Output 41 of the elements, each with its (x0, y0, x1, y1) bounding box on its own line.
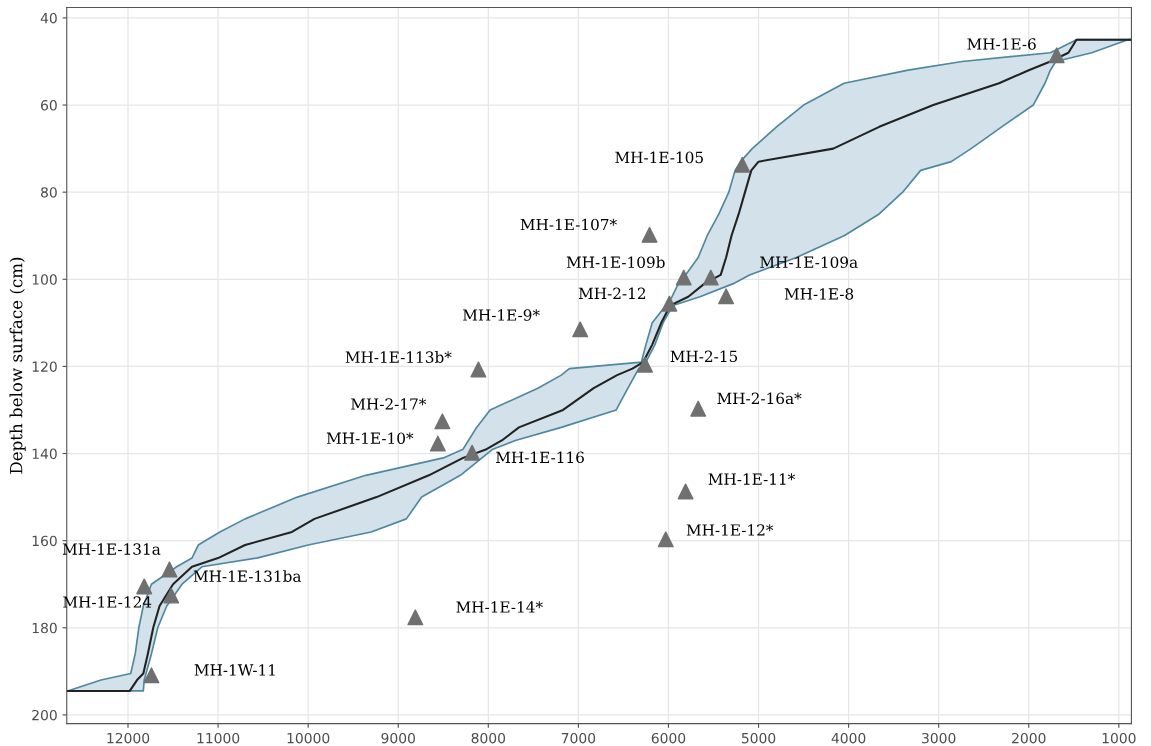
x-tick-label: 1000 (1102, 732, 1136, 744)
y-tick-label: 40 (40, 12, 57, 24)
annotation: MH-2-15 (670, 350, 738, 363)
annotation: MH-1E-131ba (193, 570, 302, 582)
y-tick-label: 180 (32, 622, 57, 634)
x-tick-label: 8000 (471, 732, 506, 744)
annotation: MH-1E-12* (686, 524, 774, 536)
x-tick-label: 5000 (741, 732, 776, 744)
annotation: MH-1E-113b* (345, 351, 452, 363)
x-tick-label: 3000 (922, 732, 956, 744)
annotation: MH-1E-116 (496, 451, 584, 464)
y-tick-label: 60 (41, 100, 57, 111)
x-tick-label: 4000 (831, 732, 866, 744)
annotation: MH-1E-14* (456, 601, 543, 613)
annotation: MH-1E-8 (784, 288, 854, 300)
y-axis-title: Depth below surface (cm) (9, 257, 26, 474)
x-tick-label: 9000 (381, 732, 415, 744)
y-tick-label: 100 (32, 274, 57, 285)
annotation: MH-1E-105 (615, 151, 703, 164)
annotation: MH-1E-131a (62, 543, 161, 555)
x-tick-label: 6000 (651, 732, 686, 744)
x-tick-label: 2000 (1012, 732, 1046, 744)
y-tick-label: 200 (32, 709, 57, 721)
annotation: MH-1E-107* (520, 218, 617, 231)
x-tick-label: 7000 (561, 732, 596, 744)
x-tick-label: 10000 (287, 732, 330, 744)
y-tick-label: 140 (32, 448, 57, 460)
annotation: MH-1E-9* (463, 309, 540, 321)
y-tick-label: 120 (32, 361, 57, 372)
annotation: MH-1W-11 (194, 664, 275, 676)
annotation: MH-2-16a* (717, 392, 802, 405)
x-tick-label: 11000 (197, 732, 240, 744)
y-tick-label: 160 (32, 535, 57, 547)
annotation: MH-2-17* (351, 398, 427, 410)
annotation: MH-1E-6 (967, 38, 1036, 50)
annotation: MH-1E-109b (566, 256, 665, 268)
annotation: MH-1E-11* (708, 473, 796, 485)
y-tick-label: 80 (41, 187, 57, 198)
annotation: MH-1E-10* (326, 432, 414, 444)
x-tick-label: 12000 (107, 732, 150, 744)
annotation: MH-2-12 (578, 287, 646, 299)
